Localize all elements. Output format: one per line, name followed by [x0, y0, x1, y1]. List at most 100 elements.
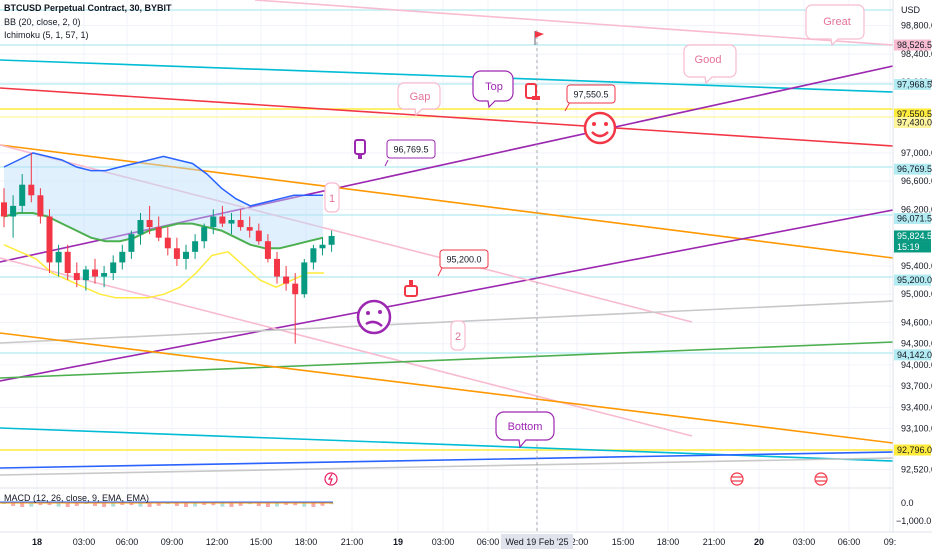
candle-body [219, 216, 226, 224]
candle-body [310, 248, 317, 263]
trend-line-purple-lower [0, 209, 894, 382]
callout-96769-text: 96,769.5 [393, 145, 428, 155]
macd-bar [83, 503, 88, 505]
macd-bar [284, 503, 289, 505]
candle-body [264, 241, 271, 259]
indicator-macd-label[interactable]: MACD (12, 26, close, 9, EMA, EMA) [4, 493, 150, 503]
annotation-good: Good [695, 54, 722, 66]
lightning-icon [324, 472, 338, 486]
annotations[interactable]: Great Good Gap Top Bottom 1 2 [324, 4, 865, 449]
price-tag-text: 15:19 [897, 242, 920, 252]
macd-bar [193, 503, 198, 507]
macd-bar [238, 503, 243, 506]
us-flag-icon [730, 472, 744, 486]
annotation-2-box [450, 320, 466, 351]
time-tick: 03:00 [432, 537, 455, 547]
candle-body [246, 227, 253, 231]
macd-axis-0: 0.0 [901, 498, 914, 508]
candle-body [64, 251, 71, 274]
time-tick: 03:00 [793, 537, 816, 547]
callout-95200-text: 95,200.0 [446, 255, 481, 265]
annotation-top-bubble [472, 70, 514, 109]
candle-body [101, 273, 108, 277]
time-tick: 18 [32, 537, 42, 547]
price-tick: 94,600.0 [901, 318, 932, 328]
macd-bar [275, 503, 279, 507]
price-tag [894, 241, 931, 253]
ichimoku-lagging-line [3, 244, 324, 299]
candle-body [155, 227, 162, 238]
price-tag-text: 94,142.0 [897, 350, 932, 360]
candle-body [301, 262, 308, 295]
annotation-great: Great [823, 16, 851, 28]
candle-body [164, 237, 171, 249]
callouts[interactable]: 96,769.5 97,550.5 95,200.0 [384, 84, 616, 277]
currency-label: USD [901, 5, 921, 15]
price-tag-text: 95,824.5 [897, 231, 932, 241]
candle-body [37, 195, 44, 217]
price-tag [894, 78, 931, 90]
annotation-bottom-bubble [495, 411, 555, 449]
time-axis[interactable]: 18 03:00 06:00 09:00 12:00 15:00 18:00 21:00 19 0… [0, 531, 932, 550]
macd-bar [184, 503, 188, 507]
price-tag-text: 98,526.5 [897, 40, 932, 50]
price-tick: 93,400.0 [901, 402, 932, 412]
price-tick: 92,520.0 [901, 465, 932, 475]
callout-97550 [566, 84, 616, 104]
time-tick: 20 [754, 537, 764, 547]
annotation-bottom: Bottom [508, 421, 543, 433]
symbol-title[interactable]: BTCUSD Perpetual Contract, 30, BYBIT [4, 3, 172, 13]
time-tick: 21:00 [703, 537, 726, 547]
trend-line-blue-lower [0, 451, 894, 469]
candle-body [46, 216, 53, 263]
price-axis[interactable]: USD 98,800.098,400.098,000.097,000.096,6… [892, 0, 932, 532]
candle-body [19, 184, 26, 206]
price-tag [894, 444, 931, 456]
macd-bar [174, 503, 179, 507]
macd-bar [229, 503, 234, 507]
trend-line-teal-lower [0, 427, 894, 462]
callout-96769 [386, 139, 436, 159]
price-tick: 97,000.0 [901, 148, 932, 158]
time-tick: 06:00 [838, 537, 861, 547]
crosshair-time-badge [501, 534, 573, 549]
macd-bar [38, 503, 43, 506]
candle-body [173, 248, 180, 259]
horizontal-levels [0, 9, 893, 451]
trend-lines[interactable] [0, 0, 894, 476]
time-tick: 18:00 [295, 537, 318, 547]
candle-body [73, 273, 80, 281]
price-tick: 95,000.0 [901, 289, 932, 299]
annotation-good-bubble [683, 44, 737, 85]
time-tick: 15:00 [612, 537, 635, 547]
macd-bar [93, 503, 97, 506]
time-tick: 12:00 [566, 537, 589, 547]
callout-95200 [439, 249, 489, 269]
crosshair-time-label: Wed 19 Feb '25 [505, 537, 568, 547]
candle-body [319, 244, 326, 249]
indicator-ichimoku-label[interactable]: Ichimoku (5, 1, 57, 1) [4, 30, 89, 40]
macd-bar [320, 503, 325, 506]
price-tick: 95,400.0 [901, 261, 932, 271]
candle-body [183, 251, 189, 259]
thumb-pointer-icon [525, 83, 540, 100]
annotation-2: 2 [455, 331, 461, 343]
annotation-gap-bubble [397, 82, 441, 117]
candle-body [255, 230, 262, 242]
price-tag [894, 274, 931, 286]
candle-body [210, 216, 217, 228]
macd-bar [138, 503, 143, 507]
time-tick: 15:00 [250, 537, 273, 547]
trend-line-red [0, 87, 894, 147]
macd-bar [329, 503, 334, 505]
trend-line-orange-lower [0, 332, 894, 444]
annotation-1-box [324, 182, 340, 213]
price-tick: 94,000.0 [901, 360, 932, 370]
candle-body [137, 220, 144, 235]
candle-body [92, 269, 98, 277]
indicator-bb-label[interactable]: BB (20, close, 2, 0) [4, 17, 81, 27]
smiley-face-icon [583, 111, 617, 145]
trend-line-gray-lower [0, 457, 894, 476]
macd-bar [11, 503, 16, 506]
